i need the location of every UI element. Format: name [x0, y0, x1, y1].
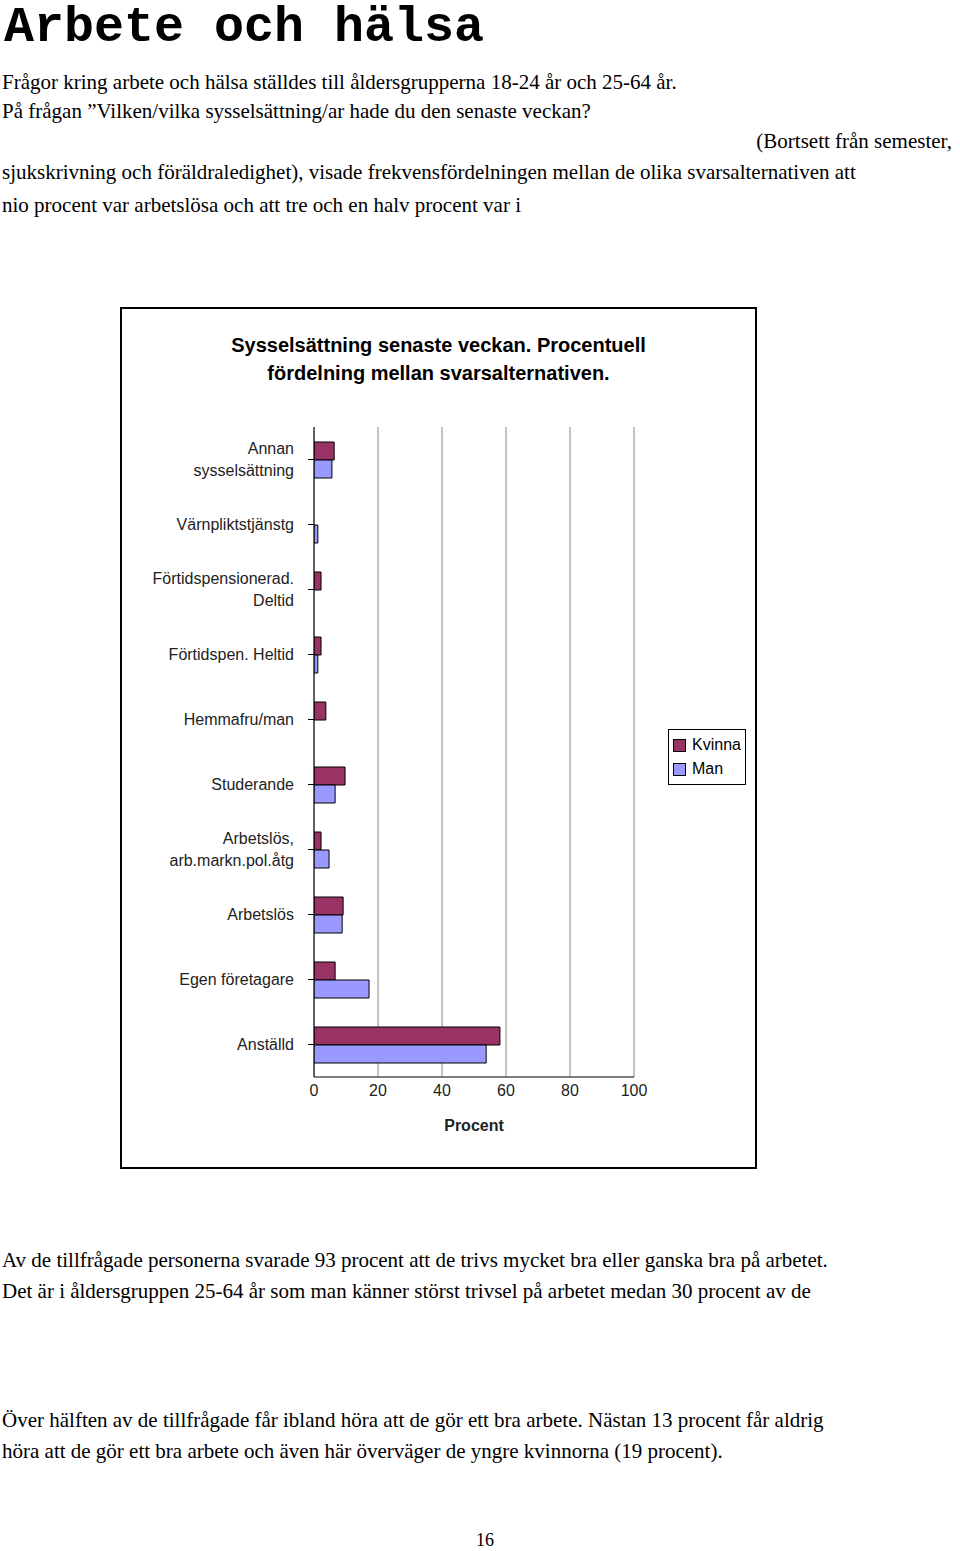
html-text:nio procent var arbetslösa och: nio procent var arbetslösa och att tre o… — [2, 193, 521, 217]
svg-text:Egen företagare: Egen företagare — [179, 971, 294, 988]
svg-text:0: 0 — [310, 1082, 319, 1099]
html-text:16: 16 — [476, 1530, 494, 1550]
svg-text:Hemmafru/man: Hemmafru/man — [184, 711, 294, 728]
html-text:Arbete och hälsa: Arbete och hälsa — [4, 0, 485, 56]
html-text:Man: Man — [692, 760, 724, 777]
svg-text:40: 40 — [433, 1082, 451, 1099]
svg-text:60: 60 — [497, 1082, 515, 1099]
html-text:På frågan ”Vilken/vilka syssel: På frågan ”Vilken/vilka sysselsättning/a… — [2, 99, 591, 123]
svg-text:Studerande: Studerande — [211, 776, 294, 793]
svg-text:Förtidspen. Heltid: Förtidspen. Heltid — [169, 646, 294, 663]
html-text:Sysselsättning senaste veckan.: Sysselsättning senaste veckan. Procentue… — [231, 334, 646, 384]
html-text:Det är i åldersgruppen 25-64 å: Det är i åldersgruppen 25-64 år som man … — [2, 1279, 811, 1303]
svg-text:Anställd: Anställd — [237, 1036, 294, 1053]
svg-text:Arbetslös,arb.markn.pol.åtg: Arbetslös,arb.markn.pol.åtg — [169, 830, 294, 869]
html-text:höra att de gör ett bra arbete: höra att de gör ett bra arbete och även … — [2, 1439, 723, 1463]
html-text:Frågor kring arbete och hälsa: Frågor kring arbete och hälsa ställdes t… — [2, 70, 677, 94]
html-text:sjukskrivning och föräldraledi: sjukskrivning och föräldraledighet), vis… — [2, 160, 856, 184]
svg-text:80: 80 — [561, 1082, 579, 1099]
html-text:(Bortsett från semester,: (Bortsett från semester, — [756, 129, 952, 153]
svg-text:Värnpliktstjänstg: Värnpliktstjänstg — [177, 516, 294, 533]
svg-text:Annansysselsättning: Annansysselsättning — [194, 440, 295, 479]
svg-text:20: 20 — [369, 1082, 387, 1099]
svg-text:100: 100 — [621, 1082, 648, 1099]
html-text:Kvinna: Kvinna — [692, 736, 741, 753]
svg-text:Förtidspensionerad.Deltid: Förtidspensionerad.Deltid — [153, 570, 294, 609]
svg-text:Arbetslös: Arbetslös — [227, 906, 294, 923]
html-text:Över hälften av de tillfrågade: Över hälften av de tillfrågade får iblan… — [2, 1408, 824, 1432]
svg-text:Procent: Procent — [444, 1117, 504, 1134]
html-text:Av de tillfrågade personerna s: Av de tillfrågade personerna svarade 93 … — [2, 1248, 828, 1272]
